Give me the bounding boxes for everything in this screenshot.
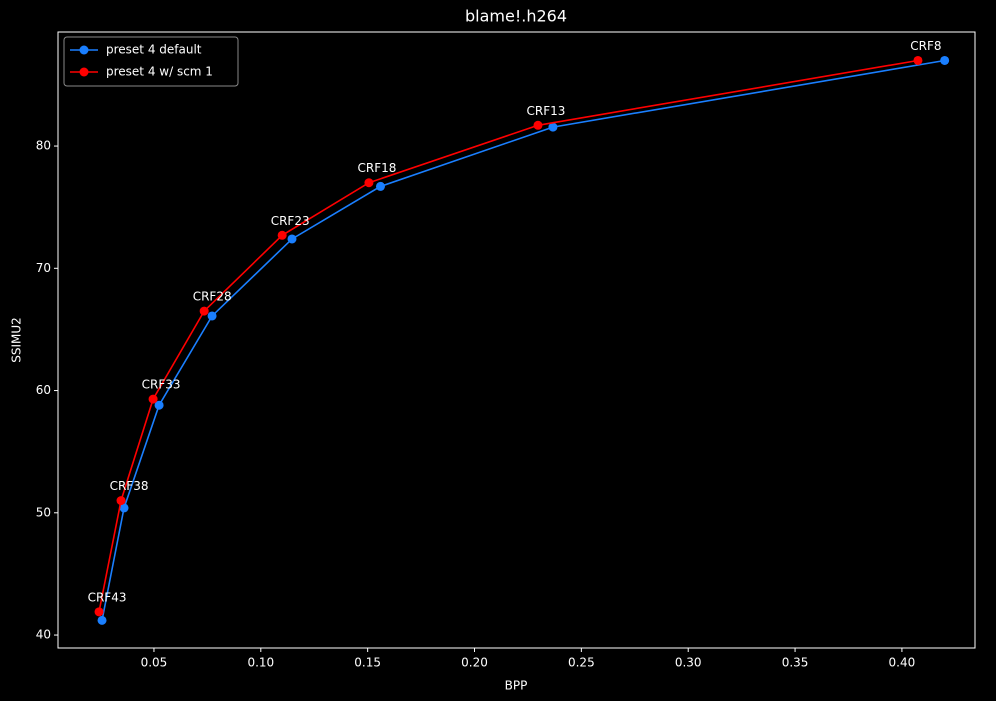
data-point xyxy=(148,394,158,404)
x-tick-label: 0.40 xyxy=(889,656,916,670)
data-point xyxy=(94,607,104,617)
legend-label: preset 4 default xyxy=(106,43,202,57)
annotation: CRF23 xyxy=(271,214,310,228)
legend-label: preset 4 w/ scm 1 xyxy=(106,65,213,79)
data-point xyxy=(277,230,287,240)
y-axis-label: SSIMU2 xyxy=(10,317,24,363)
x-tick-label: 0.15 xyxy=(354,656,381,670)
data-point xyxy=(207,311,217,321)
data-point xyxy=(913,55,923,65)
y-tick-label: 60 xyxy=(36,383,51,397)
annotation: CRF28 xyxy=(193,290,232,304)
plot-frame xyxy=(57,31,976,649)
data-point xyxy=(940,55,950,65)
y-tick-label: 50 xyxy=(36,505,51,519)
x-tick-label: 0.20 xyxy=(461,656,488,670)
data-point xyxy=(364,178,374,188)
chart-title: blame!.h264 xyxy=(465,7,567,26)
x-tick-label: 0.10 xyxy=(247,656,274,670)
annotation: CRF38 xyxy=(110,479,149,493)
y-tick-label: 40 xyxy=(36,628,51,642)
series-line xyxy=(101,59,945,621)
data-point xyxy=(548,122,558,132)
data-point xyxy=(533,120,543,130)
y-tick-label: 70 xyxy=(36,261,51,275)
annotation: CRF33 xyxy=(142,378,181,392)
data-point xyxy=(154,400,164,410)
annotation: CRF43 xyxy=(88,590,127,604)
series-line xyxy=(98,59,919,612)
data-point xyxy=(199,306,209,316)
data-point xyxy=(287,234,297,244)
x-tick-label: 0.35 xyxy=(782,656,809,670)
x-tick-label: 0.25 xyxy=(568,656,595,670)
x-tick-label: 0.30 xyxy=(675,656,702,670)
x-axis-label: BPP xyxy=(505,679,528,693)
annotation: CRF8 xyxy=(910,39,941,53)
data-point xyxy=(375,181,385,191)
data-point xyxy=(97,615,107,625)
x-tick-label: 0.05 xyxy=(141,656,168,670)
legend-box xyxy=(63,36,239,87)
y-tick-label: 80 xyxy=(36,139,51,153)
legend-marker xyxy=(79,45,89,55)
data-point xyxy=(119,503,129,513)
data-point xyxy=(116,496,126,506)
legend-marker xyxy=(79,67,89,77)
annotation: CRF13 xyxy=(527,104,566,118)
annotation: CRF18 xyxy=(357,161,396,175)
